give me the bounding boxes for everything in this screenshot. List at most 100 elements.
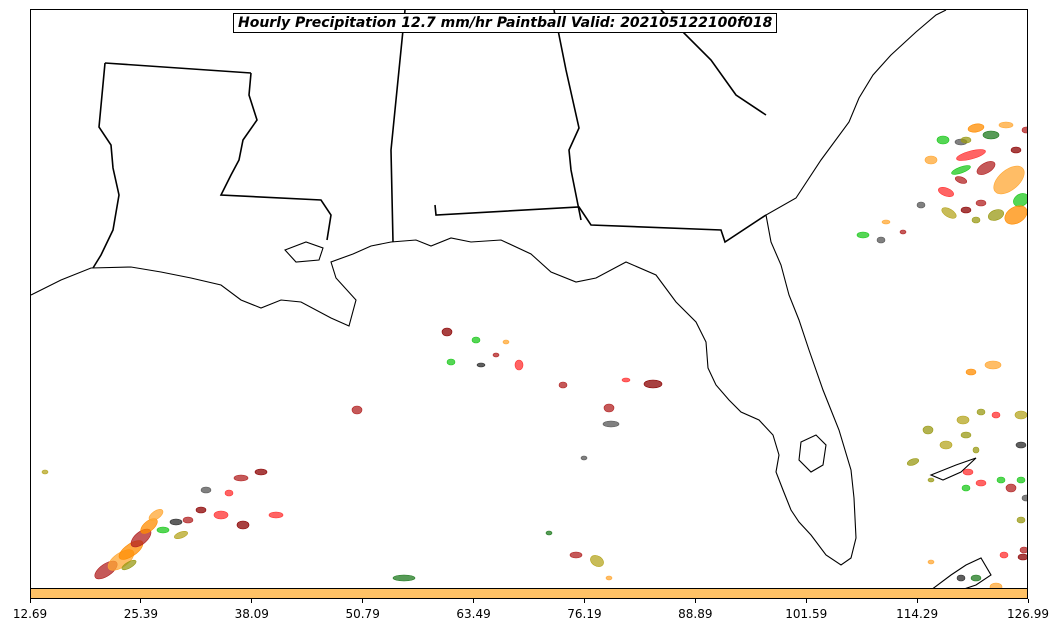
precip-paintball — [996, 476, 1006, 484]
map-panel — [30, 9, 1028, 589]
precip-paintball — [967, 123, 985, 133]
precip-paintball — [936, 135, 950, 145]
precip-paintball — [984, 360, 1002, 370]
precip-paintball — [1016, 476, 1026, 484]
precip-paintball — [268, 511, 284, 519]
precip-paintball — [1021, 494, 1027, 502]
precip-paintball — [951, 165, 971, 175]
colorbar-tick-label: 88.89 — [678, 607, 713, 621]
precip-paintball — [1005, 483, 1017, 493]
bahamas-island — [929, 457, 977, 481]
precip-paintball — [972, 446, 980, 454]
precip-paintball — [956, 415, 970, 425]
precip-paintball — [965, 368, 977, 376]
precip-paintball — [971, 216, 981, 224]
precip-paintball — [502, 339, 510, 345]
precip-paintball — [169, 518, 183, 526]
precip-paintball — [922, 425, 934, 435]
map-canvas — [31, 10, 1027, 588]
precip-paintball — [975, 479, 987, 487]
precip-paintball — [492, 352, 500, 358]
precip-paintball — [446, 358, 456, 366]
precip-paintball — [1019, 546, 1027, 554]
precip-paintball — [121, 559, 137, 571]
gulf-coastline — [31, 10, 947, 566]
precip-paintball — [924, 155, 938, 165]
precip-paintball — [916, 201, 926, 209]
colorbar-tick-label: 114.29 — [896, 607, 939, 621]
colorbar-tick — [805, 599, 807, 603]
border-al-fl — [434, 204, 767, 244]
precip-paintball — [621, 377, 631, 383]
colorbar-tick-label: 12.69 — [12, 607, 48, 621]
colorbar-tick — [694, 599, 696, 603]
precip-paintball — [236, 520, 250, 530]
precip-paintball — [1004, 205, 1027, 225]
precip-paintball — [233, 474, 249, 482]
precip-paintball — [939, 440, 953, 450]
precip-paintball — [603, 403, 615, 413]
precip-paintball — [876, 236, 886, 244]
precip-paintball — [961, 484, 971, 492]
colorbar-tick — [251, 599, 253, 603]
border-al-ga — [553, 10, 582, 221]
border-ms-river — [219, 72, 332, 241]
precip-paintball — [590, 555, 604, 567]
colorbar-tick — [140, 599, 142, 603]
colorbar-tick — [362, 599, 364, 603]
border-ms-al — [390, 10, 406, 243]
cuba-coast — [932, 557, 992, 588]
precip-paintball — [254, 468, 268, 476]
colorbar-tick-label: 101.59 — [785, 607, 828, 621]
coastline — [31, 10, 992, 588]
precip-paintball — [954, 176, 968, 184]
precip-paintball — [881, 219, 891, 225]
precip-paintball — [156, 526, 170, 534]
colorbar-tick-label: 25.39 — [123, 607, 159, 621]
colorbar-tick — [29, 599, 31, 603]
precip-paintball — [605, 575, 613, 581]
precip-paintball — [976, 408, 986, 416]
precip-paintball — [975, 199, 987, 207]
border-ga-sc — [660, 10, 767, 116]
precip-paintball — [960, 206, 972, 214]
border-ar-la — [104, 62, 252, 74]
precip-paintball — [960, 136, 972, 144]
border-la-ms-west — [92, 62, 120, 269]
precip-paintball — [998, 121, 1014, 129]
precip-paintball — [999, 551, 1009, 559]
colorbar-tick — [583, 599, 585, 603]
precip-paintball — [962, 468, 974, 476]
precip-paintball — [993, 165, 1025, 195]
precip-paintball — [441, 327, 453, 337]
colorbar-tick-label: 76.19 — [567, 607, 602, 621]
map-title: Hourly Precipitation 12.7 mm/hr Paintbal… — [233, 13, 778, 33]
colorbar-tick — [916, 599, 918, 603]
precip-paintball — [956, 574, 966, 582]
precip-paintball — [1010, 146, 1022, 154]
precip-paintball — [991, 411, 1001, 419]
precip-paintball — [1021, 126, 1027, 134]
colorbar-tick-label: 126.99 — [1007, 607, 1049, 621]
precip-paintball — [1016, 516, 1026, 524]
precip-paintball — [514, 359, 524, 371]
precip-paintball — [182, 516, 194, 524]
precip-paintball — [558, 381, 568, 389]
colorbar-tick-label: 63.49 — [456, 607, 491, 621]
precip-paintball — [471, 336, 481, 344]
paintball-blobs — [41, 121, 1027, 588]
precip-paintball — [960, 431, 972, 439]
precip-paintball — [989, 582, 1003, 588]
precip-paintball — [476, 362, 486, 368]
precip-paintball — [643, 379, 663, 389]
precip-paintball — [174, 531, 188, 539]
precip-paintball — [580, 455, 588, 461]
lake-pontchartrain — [284, 241, 324, 263]
precip-paintball — [1013, 193, 1027, 207]
colorbar-tick-label: 50.79 — [345, 607, 380, 621]
colorbar-tick-label: 38.09 — [234, 607, 269, 621]
precip-paintball — [1017, 553, 1027, 561]
precip-paintball — [392, 574, 416, 582]
precip-paintball — [856, 231, 870, 239]
precip-paintball — [906, 458, 920, 466]
